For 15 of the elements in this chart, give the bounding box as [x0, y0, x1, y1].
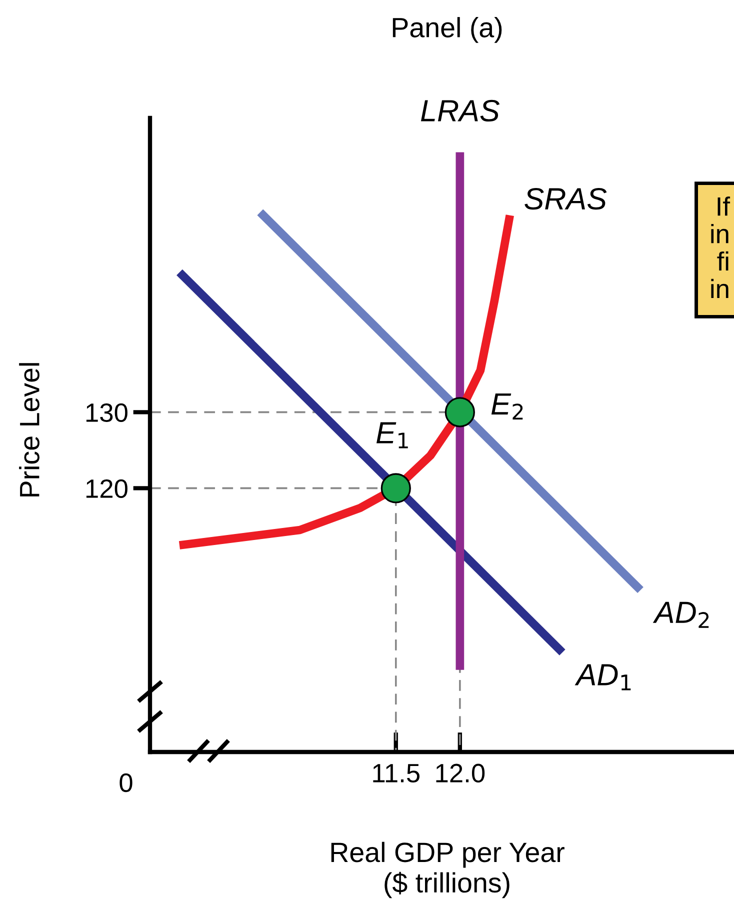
y-axis-title: Price Level — [19, 363, 40, 496]
annotation: If in fi in — [711, 196, 730, 298]
annotation: AD$_{1}$ — [574, 664, 631, 690]
annotation: AD$_{2}$ — [652, 602, 709, 628]
x-tick-label: 11.5 — [373, 764, 420, 782]
annotation: E$_{1}$ — [376, 422, 408, 448]
text: 0 — [120, 773, 132, 792]
annotation: E$_{2}$ — [491, 393, 523, 420]
annotation: LRAS — [420, 100, 500, 122]
y-tick-label: 130 — [86, 403, 128, 422]
chart-title: Panel (a) — [392, 17, 502, 43]
x-axis-title: Real GDP per Year ($ trillions) — [331, 842, 564, 898]
annotation: SRAS — [524, 188, 607, 210]
y-tick-label: 120 — [86, 479, 128, 498]
x-tick-label: 12.0 — [436, 764, 485, 782]
